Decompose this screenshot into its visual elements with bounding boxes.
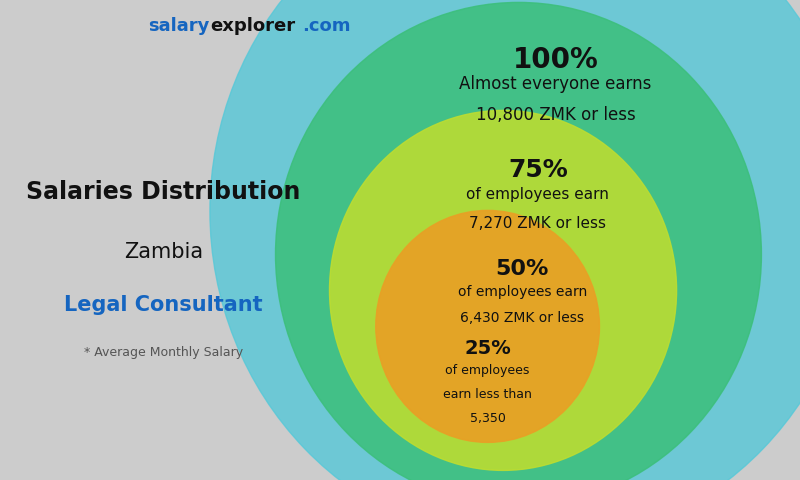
Text: 100%: 100% (513, 46, 598, 74)
Text: 5,350: 5,350 (470, 412, 506, 425)
Text: 25%: 25% (464, 338, 511, 358)
Text: Almost everyone earns: Almost everyone earns (459, 75, 652, 93)
Text: Zambia: Zambia (124, 242, 203, 262)
Text: salary: salary (149, 17, 210, 35)
Text: of employees: of employees (446, 364, 530, 377)
Ellipse shape (275, 2, 762, 480)
Text: 7,270 ZMK or less: 7,270 ZMK or less (470, 216, 606, 231)
Text: 6,430 ZMK or less: 6,430 ZMK or less (460, 311, 584, 325)
Text: .com: .com (302, 17, 351, 35)
Text: Legal Consultant: Legal Consultant (64, 295, 263, 315)
Ellipse shape (376, 210, 599, 443)
Text: 75%: 75% (508, 158, 568, 182)
Text: 50%: 50% (496, 259, 549, 279)
Text: explorer: explorer (210, 17, 295, 35)
Ellipse shape (210, 0, 800, 480)
Text: of employees earn: of employees earn (466, 187, 609, 202)
Ellipse shape (330, 110, 677, 470)
Text: * Average Monthly Salary: * Average Monthly Salary (84, 346, 243, 360)
Text: Salaries Distribution: Salaries Distribution (26, 180, 301, 204)
Text: 10,800 ZMK or less: 10,800 ZMK or less (476, 106, 635, 124)
Text: earn less than: earn less than (443, 388, 532, 401)
Text: of employees earn: of employees earn (458, 285, 587, 299)
